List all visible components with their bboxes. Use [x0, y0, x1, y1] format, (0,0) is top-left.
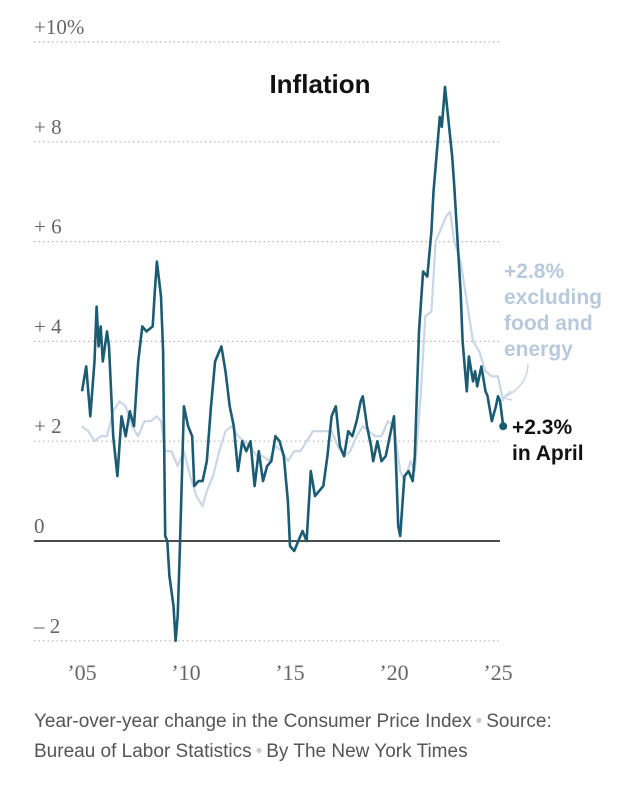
x-axis-ticks: ’05 ’10 ’15 ’20 ’25 [67, 660, 512, 685]
x-tick-label: ’15 [275, 660, 304, 685]
cpi-end-point [499, 422, 508, 431]
annotation-cpi-line-1: +2.3% [512, 416, 572, 439]
annotation-core-arrow [504, 363, 529, 398]
y-tick-label: + 6 [34, 215, 62, 239]
annotation-core: +2.8% excluding food and energy [501, 260, 602, 401]
y-tick-label: + 8 [34, 115, 62, 139]
inflation-chart: +10% + 8 + 6 + 4 + 2 0 – 2 ’05 ’10 ’15 ’20 ’25 Inf… [33, 15, 602, 685]
series-line-cpi [80, 85, 505, 643]
annotation-cpi: +2.3% in April [512, 416, 584, 465]
caption-credit: By The New York Times [266, 741, 468, 762]
series-line-core-cpi [81, 210, 505, 508]
annotation-core-line-1: +2.8% [504, 260, 564, 283]
gridlines [34, 41, 500, 642]
x-tick-label: ’25 [483, 660, 512, 685]
caption-separator: • [475, 711, 483, 732]
annotation-core-line-3: food and [504, 312, 593, 335]
annotation-core-arrowhead [501, 390, 513, 401]
chart-caption: Year-over-year change in the Consumer Pr… [34, 707, 594, 767]
x-tick-label: ’10 [171, 660, 200, 685]
caption-source: Source: Bureau of Labor Statistics [34, 711, 552, 762]
y-tick-label: + 4 [34, 314, 62, 338]
x-tick-label: ’20 [379, 660, 408, 685]
y-tick-label: 0 [34, 514, 45, 538]
y-tick-label: +10% [34, 15, 84, 39]
y-tick-label: + 2 [34, 414, 62, 438]
caption-separator: • [255, 741, 263, 762]
y-tick-label: – 2 [33, 614, 60, 638]
annotation-core-line-2: excluding [504, 286, 602, 309]
caption-description: Year-over-year change in the Consumer Pr… [34, 711, 472, 732]
annotation-cpi-line-2: in April [512, 442, 584, 465]
annotation-core-line-4: energy [504, 338, 573, 361]
y-axis-ticks: +10% + 8 + 6 + 4 + 2 0 – 2 [33, 15, 84, 638]
x-tick-label: ’05 [67, 660, 96, 685]
chart-title: Inflation [269, 69, 370, 99]
